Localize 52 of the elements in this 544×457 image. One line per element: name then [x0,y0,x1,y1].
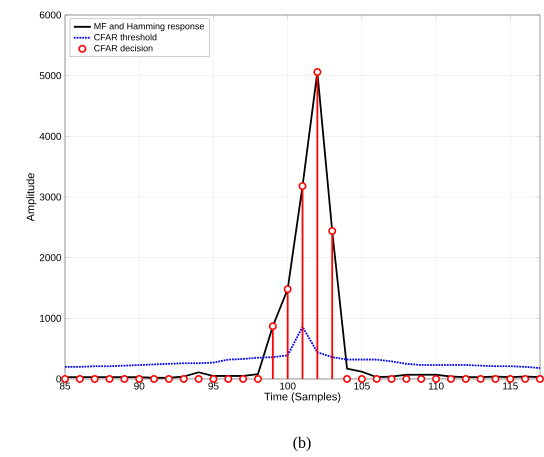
y-tick-label: 6000 [40,11,62,19]
point [446,374,455,383]
x-tick-label: 90 [134,382,144,390]
y-tick-label: 1000 [40,314,62,322]
point [506,374,514,383]
point [224,374,232,383]
point [432,374,440,383]
point [476,374,485,383]
point [209,374,218,383]
point [358,374,366,383]
legend-label: CFAR decision [94,44,152,52]
point [164,374,173,383]
legend-label: MF and Hamming response [94,22,204,32]
text: (b) [293,436,311,452]
point [150,374,158,383]
point [328,226,336,235]
y-tick-label: 4000 [40,132,62,140]
point [106,374,114,383]
x-tick-label: 100 [280,382,296,390]
x-axis-title: Time (Samples) [264,392,340,403]
y-tick-label: 3000 [40,193,62,201]
point [298,182,306,190]
point [194,374,203,383]
y-tick-label: 0 [56,375,62,383]
point [254,374,262,383]
point [372,374,381,383]
x-tick-label: 95 [208,382,219,390]
point [491,374,500,383]
point [402,374,410,383]
y-axis-title: Amplitude [26,173,36,222]
point [536,374,544,383]
point [284,285,292,294]
point [521,374,530,383]
x-tick-label: 115 [503,382,518,390]
point [343,374,352,383]
point [76,374,84,383]
y-tick-label: 2000 [40,254,62,262]
point [268,322,277,330]
point [90,374,99,383]
point [417,374,426,383]
x-tick-label: 110 [428,382,444,390]
legend-label: CFAR threshold [94,34,156,40]
point [388,374,396,383]
point [120,374,128,383]
x-tick-label: 85 [60,382,70,390]
y-tick-label: 5000 [40,72,62,80]
x-tick-label: 105 [354,382,370,390]
point [239,374,248,383]
point [313,68,322,76]
point [462,374,470,383]
point [135,374,144,383]
point [180,374,188,383]
